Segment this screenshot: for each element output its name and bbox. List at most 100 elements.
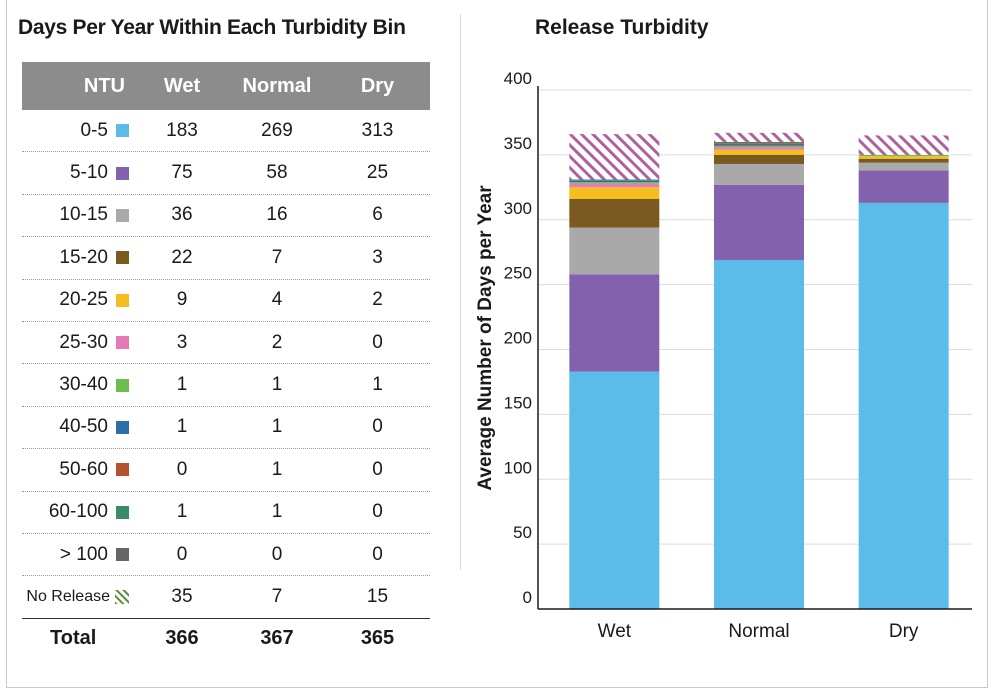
cell-normal: 1	[271, 458, 283, 480]
turbidity-table: NTU Wet Normal Dry 0-5 183 269 313 5-10 75 58 2…	[22, 62, 430, 659]
table-row: 20-25 9 4 2	[22, 280, 430, 322]
bar-segment	[858, 202, 949, 609]
cell-dry: 2	[372, 289, 383, 311]
no-release-wet: 35	[171, 585, 193, 607]
total-wet: 366	[165, 627, 199, 650]
cell-normal: 1	[271, 374, 283, 396]
bar-segment	[569, 180, 660, 183]
bar-segment	[569, 182, 660, 184]
ntu-range-label: 5-10	[69, 162, 108, 184]
table-row: > 100 0 0 0	[22, 534, 430, 577]
figure-frame	[6, 0, 988, 688]
no-release-dry: 15	[366, 585, 389, 607]
bar-segment	[714, 141, 804, 144]
row-label: 5-10	[22, 162, 135, 184]
color-swatch-icon	[116, 505, 129, 519]
cell-normal: 1	[271, 501, 283, 523]
bar-segment	[858, 156, 949, 159]
table-row: 25-30 3 2 0	[22, 322, 430, 365]
bar-segment	[714, 145, 804, 148]
cell-dry: 0	[372, 331, 383, 353]
color-swatch-icon	[116, 420, 129, 434]
ntu-range-label: 15-20	[59, 246, 108, 268]
bar-segment	[569, 227, 660, 275]
bar-segment	[569, 371, 660, 609]
table-row: 40-50 1 1 0	[22, 407, 430, 450]
color-swatch-icon	[116, 124, 129, 138]
bar-segment	[569, 187, 660, 199]
bar-segment	[714, 132, 804, 142]
cell-wet: 0	[176, 458, 188, 480]
cell-normal: 16	[266, 204, 288, 226]
cell-dry: 3	[372, 246, 383, 268]
row-label: 10-15	[22, 204, 135, 226]
bar-segment	[858, 135, 949, 155]
cell-dry: 6	[372, 204, 383, 226]
row-label: 60-100	[22, 501, 135, 523]
table-row: 0-5 183 269 313	[22, 110, 430, 153]
bar-segment	[569, 274, 660, 372]
bar-segment	[858, 154, 949, 157]
table-row: 30-40 1 1 1	[22, 364, 430, 407]
cell-wet: 1	[176, 374, 188, 396]
cell-wet: 3	[176, 331, 188, 353]
cell-dry: 0	[372, 458, 383, 480]
x-tick-label: Dry	[889, 621, 919, 642]
bar-segment	[714, 163, 804, 185]
header-normal: Normal	[242, 74, 312, 97]
y-tick-label: 250	[504, 264, 532, 283]
bar-segment	[714, 144, 804, 146]
y-tick-label: 100	[504, 458, 532, 477]
cell-dry: 0	[372, 501, 383, 523]
table-row: 60-100 1 1 0	[22, 492, 430, 534]
y-tick-label: 200	[504, 329, 532, 348]
color-swatch-icon	[116, 293, 129, 307]
cell-dry: 1	[372, 374, 383, 396]
cell-wet: 36	[171, 204, 193, 226]
cell-dry: 0	[372, 543, 383, 565]
ntu-range-label: 50-60	[59, 458, 108, 480]
cell-wet: 183	[166, 119, 198, 141]
cell-wet: 75	[171, 162, 193, 184]
row-label: > 100	[22, 544, 135, 566]
bar-segment	[569, 183, 660, 188]
color-swatch-icon	[116, 336, 129, 350]
table-row: 15-20 22 7 3	[22, 237, 430, 280]
table-body: 0-5 183 269 313 5-10 75 58 25 10-15 36 16 6 15-20 22 7…	[22, 110, 430, 577]
cell-wet: 1	[176, 501, 188, 523]
ntu-range-label: 25-30	[59, 331, 108, 353]
row-label: 40-50	[22, 416, 135, 438]
ntu-range-label: > 100	[59, 543, 108, 565]
cell-dry: 0	[372, 416, 383, 438]
hatch-swatch-icon	[115, 589, 129, 604]
x-tick-label: Normal	[728, 621, 789, 642]
row-label: 50-60	[22, 459, 135, 481]
header-dry: Dry	[360, 74, 395, 97]
cell-normal: 1	[271, 416, 283, 438]
bar-segment	[714, 259, 804, 609]
y-tick-label: 0	[523, 588, 532, 607]
bar-segment	[569, 198, 660, 228]
cell-normal: 7	[271, 246, 283, 268]
table-title: Days Per Year Within Each Turbidity Bin	[18, 16, 406, 39]
table-row: 50-60 0 1 0	[22, 449, 430, 492]
cell-wet: 1	[176, 416, 188, 438]
bar-segment	[714, 147, 804, 150]
row-label: 30-40	[22, 374, 135, 396]
cell-wet: 0	[176, 543, 188, 565]
no-release-normal: 7	[271, 585, 283, 607]
cell-dry: 25	[366, 162, 389, 184]
ntu-range-label: 40-50	[59, 416, 108, 438]
bar-segment	[714, 149, 804, 155]
y-tick-label: 400	[504, 69, 532, 88]
cell-normal: 2	[271, 331, 283, 353]
total-dry: 365	[360, 627, 395, 650]
row-label: 25-30	[22, 332, 135, 354]
stacked-bar-chart: 0 50 100 150 200 250 300 350 400 Wet Normal Dry	[504, 69, 972, 642]
header-wet: Wet	[163, 74, 201, 97]
total-label: Total	[50, 627, 97, 650]
color-swatch-icon	[116, 251, 129, 265]
total-normal: 367	[260, 627, 294, 650]
table-row-no-release: No Release 35 7 15	[22, 576, 430, 619]
y-tick-label: 150	[504, 393, 532, 412]
